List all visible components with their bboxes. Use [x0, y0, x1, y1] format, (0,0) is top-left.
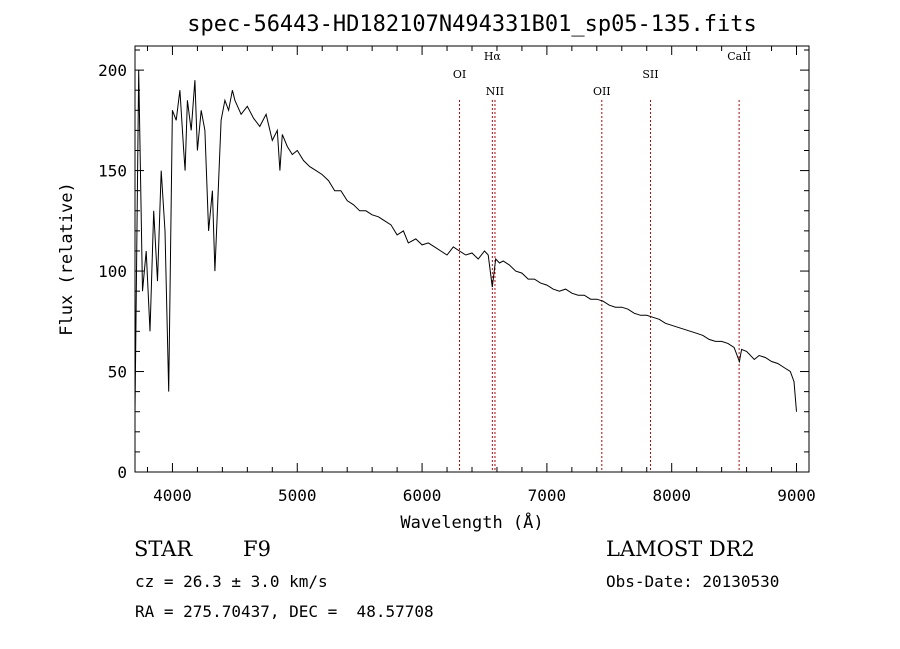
- coordinates: RA = 275.70437, DEC = 48.57708: [135, 602, 434, 621]
- x-tick-label: 5000: [278, 486, 317, 505]
- y-tick-label: 50: [108, 363, 127, 382]
- y-tick-label: 100: [98, 262, 127, 281]
- spectrum-line: [134, 70, 797, 412]
- x-tick-label: 8000: [652, 486, 691, 505]
- line-marker-label: NII: [486, 85, 504, 98]
- plot-frame: [134, 45, 810, 473]
- y-axis-label: Flux (relative): [57, 182, 77, 336]
- x-axis-label: Wavelength (Å): [400, 511, 543, 533]
- redshift-cz: cz = 26.3 ± 3.0 km/s: [135, 572, 328, 591]
- spectral-subclass: F9: [243, 537, 271, 561]
- x-tick-label: 4000: [153, 486, 192, 505]
- axis-ticks: 4000 5000 6000 7000 8000 9000 0 50 100 150 200: [98, 46, 816, 505]
- y-tick-label: 0: [117, 463, 127, 482]
- object-type: STAR: [134, 537, 193, 561]
- chart-title: spec-56443-HD182107N494331B01_sp05-135.f…: [187, 12, 757, 37]
- line-marker-label: CaII: [727, 50, 751, 63]
- observation-date: Obs-Date: 20130530: [606, 572, 780, 591]
- spectral-line-markers: OI Hα NII OII SII CaII: [453, 50, 751, 472]
- line-marker-label: SII: [642, 68, 658, 81]
- line-marker-label: OII: [593, 85, 611, 98]
- x-tick-label: 6000: [403, 486, 442, 505]
- line-marker-label: OI: [453, 68, 466, 81]
- y-tick-label: 200: [98, 61, 127, 80]
- line-marker-label: Hα: [484, 50, 502, 63]
- survey-name: LAMOST DR2: [606, 537, 755, 561]
- x-tick-label: 9000: [777, 486, 816, 505]
- x-tick-label: 7000: [528, 486, 567, 505]
- y-tick-label: 150: [98, 162, 127, 181]
